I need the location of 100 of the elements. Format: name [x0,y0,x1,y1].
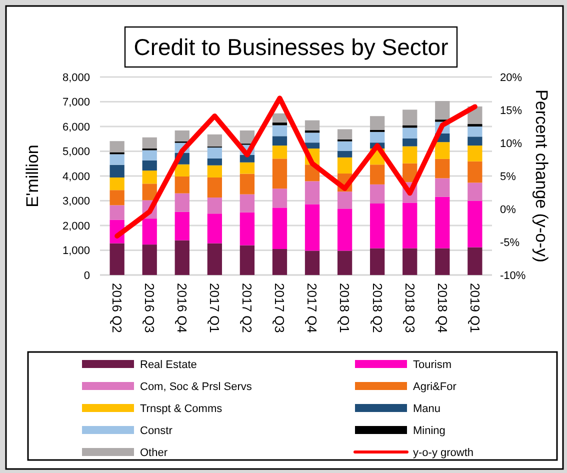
bar [110,177,124,190]
bar [468,182,482,201]
bar [110,205,124,220]
bar [174,212,190,240]
bar [435,178,450,197]
y2-tick-label: 20% [500,72,522,84]
y2-tick-label: 15% [500,104,522,117]
bar [207,165,222,178]
bar [207,243,222,275]
bar [142,170,157,184]
x-tick-label: 2017 Q4 [304,283,320,333]
bar [337,192,352,209]
bar [435,248,450,275]
bar [370,164,385,184]
bar [402,110,418,126]
bar [207,134,222,147]
x-tick-label: 2018 Q3 [402,283,418,333]
bar [272,146,288,159]
bar [142,150,157,160]
bar [337,151,352,158]
y-axis-title: E'million [23,144,42,208]
bar [110,190,124,206]
bar [402,202,418,248]
y-tick-label: 3,000 [62,196,90,208]
bar [240,245,255,275]
bar [272,125,288,136]
bar [370,203,385,248]
legend-label: Real Estate [140,358,197,371]
bar [435,101,450,120]
bar [337,157,352,174]
bar [110,141,124,152]
bar [435,142,450,159]
x-tick-label: 2017 Q3 [272,283,288,333]
bar [468,136,482,146]
bar [207,177,222,198]
bar [207,198,222,214]
bar [240,130,255,144]
y-tick-label: 0 [84,270,90,282]
x-tick-label: 2016 Q3 [142,283,158,333]
bar [468,146,482,162]
legend-label: Other [140,446,168,459]
y-tick-label: 1,000 [62,245,90,258]
bar [142,244,157,275]
bar [370,248,385,275]
bar [240,154,255,162]
bar [272,249,288,275]
bar [337,129,352,140]
y-tick-label: 5,000 [62,146,90,158]
y-tick-label: 6,000 [62,121,90,134]
bar [207,158,222,166]
bar [272,208,288,250]
x-tick-label: 2018 Q4 [434,283,450,333]
bar [174,164,190,176]
bar [337,141,352,152]
y-tick-label: 4,000 [62,170,90,183]
legend-label: Mining [413,424,446,437]
y2-tick-label: 0% [500,204,516,216]
bar [435,196,450,248]
bar [402,248,418,275]
legend-label: Manu [413,402,441,415]
chart-title: Credit to Businesses by Sector [134,34,449,60]
x-tick-label: 2018 Q1 [337,283,352,333]
bar [370,116,385,130]
bar [468,126,482,137]
x-tick-label: 2016 Q4 [174,283,190,333]
bar [174,176,190,194]
bar [110,164,124,178]
y2-tick-label: -10% [500,270,526,282]
y-tick-label: 7,000 [62,96,90,109]
bar [370,132,385,143]
bar [468,161,482,183]
bar [110,154,124,165]
bar [272,136,288,146]
bar [174,193,190,212]
bar [337,250,352,275]
bar [304,181,320,204]
bar [207,214,222,244]
bar [142,218,157,245]
y2-tick-label: 10% [500,138,522,150]
y2-tick-label: -5% [500,236,520,249]
bar [240,174,255,194]
bar [304,142,320,149]
bar [174,240,190,275]
bar [272,188,288,208]
y2-tick-label: 5% [500,170,516,183]
bar [304,204,320,251]
bar [142,137,157,149]
y2-axis-title: Percent change (y-o-y) [532,90,552,262]
bar [304,132,320,143]
legend-label: Tourism [413,358,452,371]
legend-label: y-o-y growth [413,446,474,459]
bar [272,113,288,123]
legend-label: Trnspt & Comms [140,402,223,415]
x-tick-label: 2018 Q2 [370,283,385,333]
bar [272,122,288,126]
bar [304,120,320,130]
bar [435,158,450,178]
bar [142,184,157,200]
bar [402,146,418,164]
bar [468,247,482,275]
